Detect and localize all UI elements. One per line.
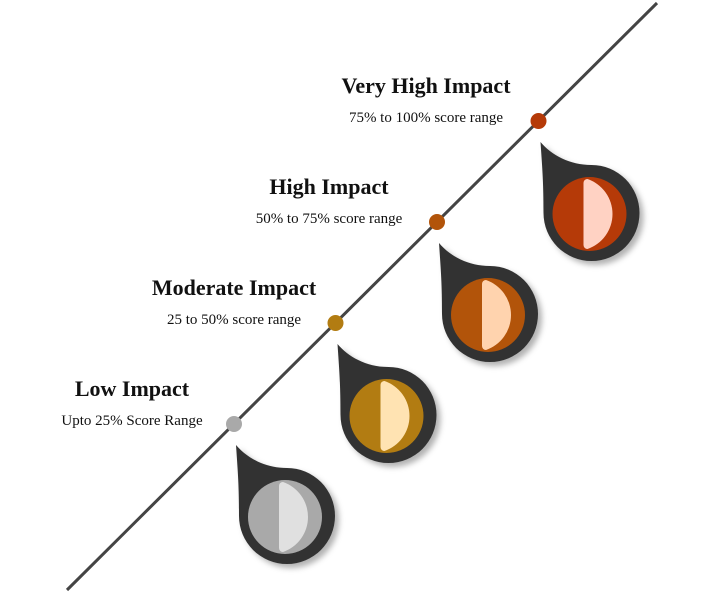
level-dot xyxy=(530,113,547,129)
level-subtitle: 25 to 50% score range xyxy=(167,312,301,328)
level-subtitle: 50% to 75% score range xyxy=(256,211,403,227)
level-title: High Impact xyxy=(269,174,389,199)
level-icon-light xyxy=(380,381,410,451)
level-subtitle: Upto 25% Score Range xyxy=(61,413,203,429)
level-title: Very High Impact xyxy=(341,73,511,98)
level-subtitle: 75% to 100% score range xyxy=(349,110,503,126)
level-dot xyxy=(327,315,344,331)
timeline-line xyxy=(65,1,659,592)
level-icon-light xyxy=(482,280,511,350)
level-title: Low Impact xyxy=(75,376,190,401)
level-dot xyxy=(226,416,242,432)
level-icon-light xyxy=(583,179,613,249)
level-dot xyxy=(429,214,445,230)
level-icon-light xyxy=(279,482,309,552)
level-title: Moderate Impact xyxy=(152,275,317,300)
